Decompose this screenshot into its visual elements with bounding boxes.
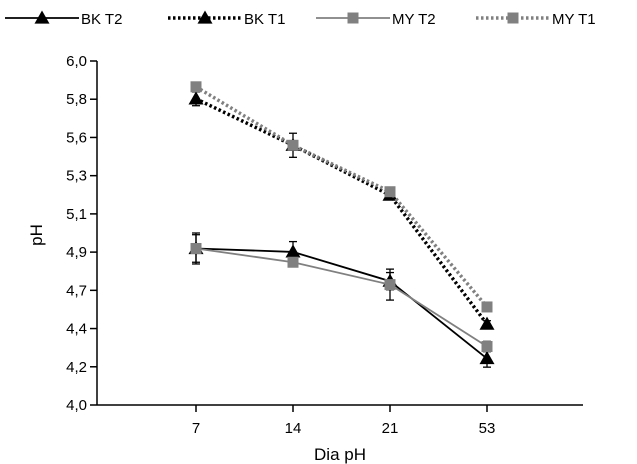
y-tick-label: 5,3 xyxy=(66,168,87,185)
y-tick-label: 6,0 xyxy=(66,53,87,70)
y-tick-label: 4,4 xyxy=(66,321,87,338)
y-tick-label: 5,1 xyxy=(66,206,87,223)
data-point xyxy=(479,316,495,330)
series-line-bk-t2 xyxy=(195,247,488,360)
y-tick-label: 4,9 xyxy=(66,244,87,261)
y-tick-label: 4,0 xyxy=(66,397,87,414)
legend-marker xyxy=(197,10,213,24)
legend: BK T2 BK T1 MY T2 MY T1 xyxy=(5,10,596,28)
legend-item-bk-t1: BK T1 xyxy=(168,10,285,28)
legend-item-my-t2: MY T2 xyxy=(316,11,436,28)
data-point xyxy=(384,279,396,291)
x-ticks: 7 14 21 53 xyxy=(192,405,496,437)
data-point xyxy=(287,139,299,151)
legend-label: BK T2 xyxy=(81,11,122,28)
series-my-t1 xyxy=(190,81,493,313)
legend-item-bk-t2: BK T2 xyxy=(5,10,122,28)
legend-marker xyxy=(507,12,519,24)
legend-label: MY T1 xyxy=(552,11,596,28)
axes xyxy=(96,61,583,406)
x-tick-label: 53 xyxy=(479,420,496,437)
data-point xyxy=(479,351,495,365)
series-line-bk-t1 xyxy=(195,97,489,326)
x-tick-label: 21 xyxy=(382,420,399,437)
legend-marker xyxy=(347,12,359,24)
data-point xyxy=(287,256,299,268)
y-ticks: 4,0 4,2 4,4 4,7 4,9 5,1 5,3 5,6 5,8 6,0 xyxy=(66,53,97,414)
data-point xyxy=(190,242,202,254)
x-tick-label: 14 xyxy=(285,420,302,437)
series-layer xyxy=(188,81,495,368)
legend-marker xyxy=(34,10,50,24)
y-axis-title: pH xyxy=(27,224,46,246)
x-axis-title: Dia pH xyxy=(314,445,366,464)
data-point xyxy=(188,91,204,105)
x-tick-label: 7 xyxy=(192,420,200,437)
data-point xyxy=(190,81,202,93)
y-tick-label: 4,2 xyxy=(66,359,87,376)
series-my-t2 xyxy=(190,234,493,353)
legend-label: BK T1 xyxy=(244,11,285,28)
data-point xyxy=(285,244,301,258)
series-bk-t1 xyxy=(188,91,495,330)
data-point xyxy=(384,186,396,198)
data-point xyxy=(481,301,493,313)
series-line-my-t1 xyxy=(195,85,489,309)
y-tick-label: 5,8 xyxy=(66,91,87,108)
data-point xyxy=(481,341,493,353)
y-tick-label: 5,6 xyxy=(66,129,87,146)
legend-label: MY T2 xyxy=(392,11,436,28)
y-tick-label: 4,7 xyxy=(66,282,87,299)
legend-item-my-t1: MY T1 xyxy=(476,11,596,28)
series-line-my-t2 xyxy=(195,247,488,348)
